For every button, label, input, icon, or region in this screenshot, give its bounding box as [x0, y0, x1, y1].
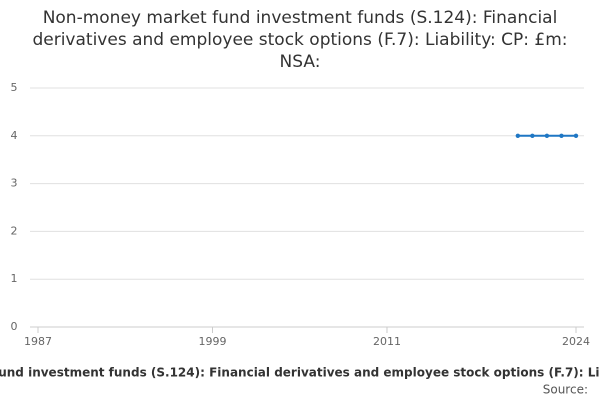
legend-entry: Non-money market fund investment funds (… — [0, 366, 600, 380]
x-tick-label: 1999 — [198, 335, 226, 348]
y-tick-label: 0 — [11, 320, 18, 333]
data-point — [544, 133, 550, 138]
x-tick-label: 2011 — [373, 335, 401, 348]
chart-title: Non-money market fund investment funds (… — [32, 8, 567, 72]
data-point — [515, 133, 521, 138]
data-point — [559, 133, 564, 138]
y-tick-label: 2 — [11, 224, 18, 237]
y-tick-label: 5 — [11, 81, 18, 94]
x-tick-label: 1987 — [24, 335, 52, 348]
y-tick-label: 4 — [11, 129, 18, 142]
source: Source: — [543, 383, 588, 397]
data-point — [573, 133, 579, 138]
data-point — [530, 133, 535, 138]
x-tick-label: 2024 — [562, 335, 590, 348]
y-tick-label: 3 — [11, 177, 18, 190]
y-tick-label: 1 — [11, 272, 18, 285]
